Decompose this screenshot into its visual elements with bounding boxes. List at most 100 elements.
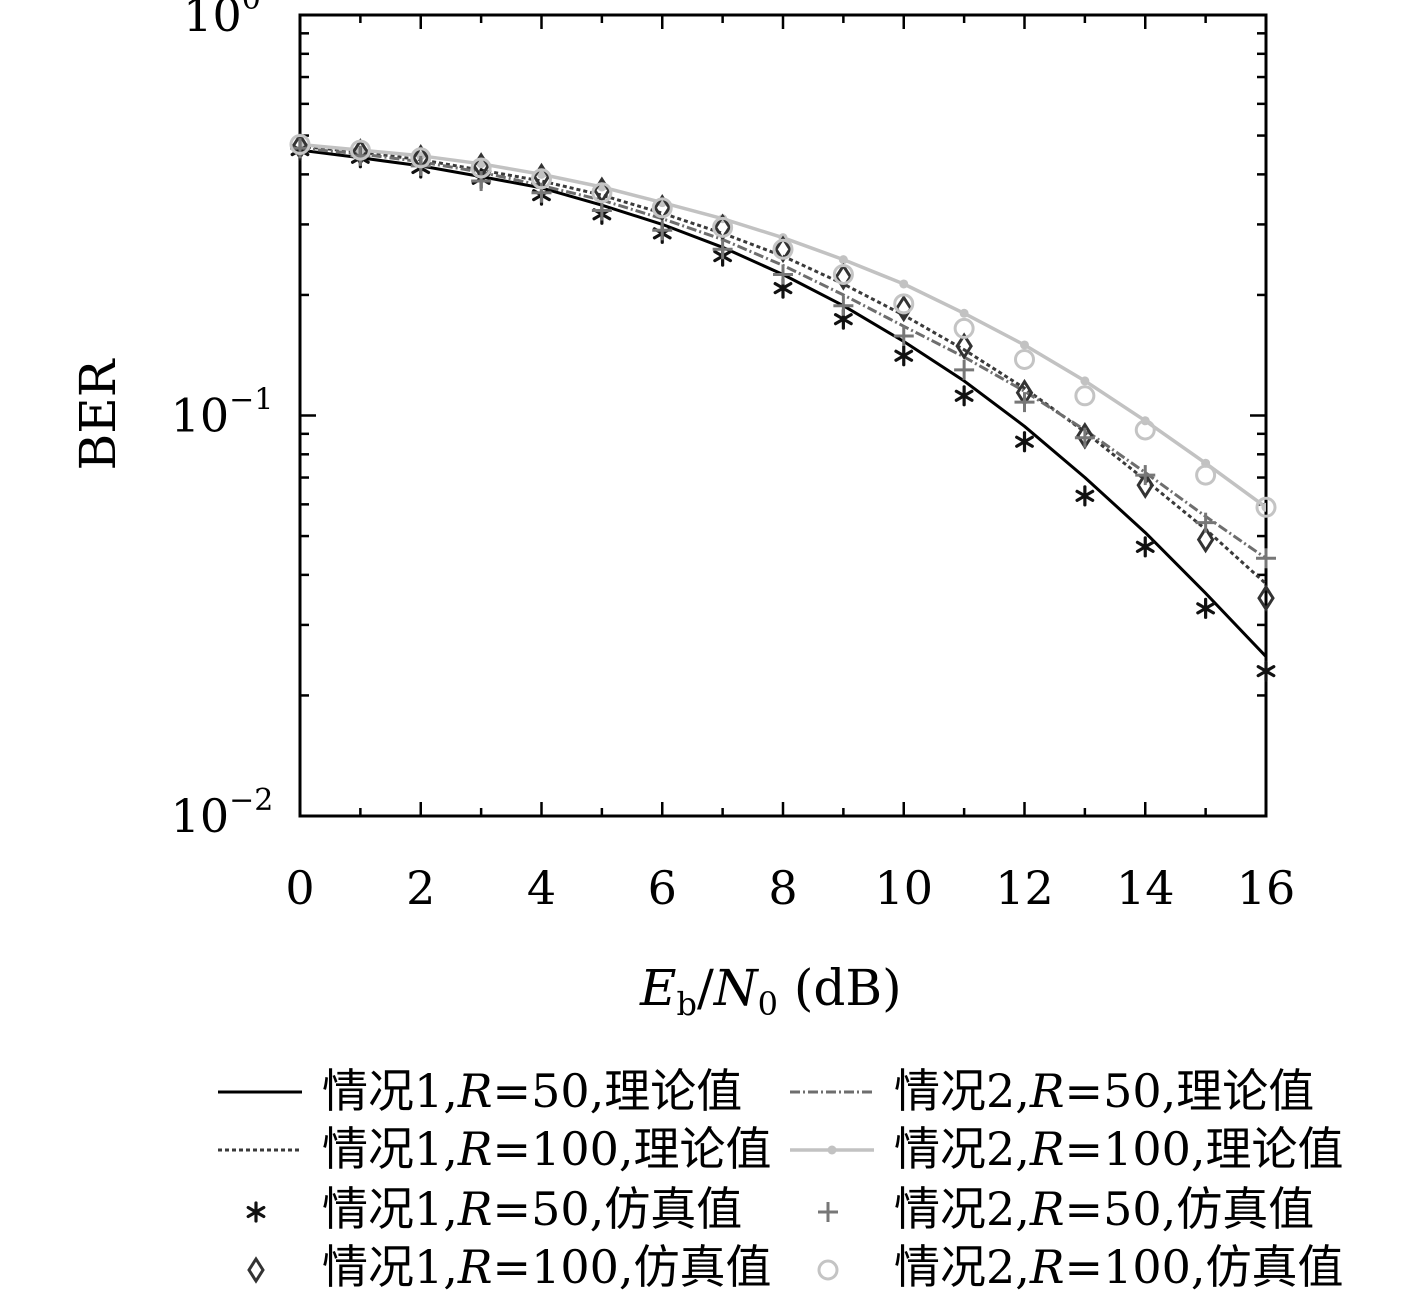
legend-label-value: =100,理论值: [493, 1122, 772, 1176]
series-marker-circle: [893, 293, 915, 315]
legend-swatch-dot: [827, 1145, 837, 1155]
legend-swatch-marker: [817, 1259, 839, 1281]
series-marker-asterisk-stroke: [1015, 435, 1034, 448]
series-marker-circle-shape: [410, 147, 432, 169]
series-marker-circle: [349, 139, 371, 161]
series-marker-asterisk-stroke: [1135, 540, 1155, 553]
series-marker-circle-shape: [651, 197, 673, 219]
series-line-6: [300, 142, 1266, 509]
series-marker-diamond: [1196, 525, 1215, 554]
legend-item: 情况1,R=50,仿真值: [246, 1182, 742, 1236]
series-marker-circle-shape: [893, 293, 915, 315]
series-marker-circle: [1074, 385, 1096, 407]
x-axis-label: Eb/N0 (dB): [639, 959, 902, 1023]
series-marker-circle: [410, 147, 432, 169]
legend-label-case: 情况1,: [322, 1240, 458, 1294]
legend-label-case: 情况1,: [322, 1064, 458, 1118]
series-marker-asterisk: [954, 385, 974, 407]
y-tick-base: 10: [171, 789, 230, 843]
legend-swatch-marker: [247, 1256, 265, 1284]
legend-label-r: R: [1029, 1122, 1065, 1176]
series-marker-diamond-shape: [894, 294, 913, 323]
series-marker-circle-shape: [531, 168, 552, 190]
series-marker-circle-shape: [1134, 419, 1156, 441]
series-marker-circle: [1134, 419, 1156, 441]
legend-label: 情况2,R=100,理论值: [894, 1122, 1344, 1176]
legend-label: 情况1,R=100,仿真值: [322, 1240, 772, 1294]
series-marker-circle-shape: [1195, 464, 1217, 486]
y-tick-base: 10: [171, 389, 230, 443]
series-layer: [300, 139, 1266, 658]
y-tick-exponent: −2: [229, 783, 273, 818]
series-marker-asterisk: [894, 345, 914, 367]
legend-label-value: =50,仿真值: [1065, 1182, 1315, 1236]
tick-marks: [298, 15, 1268, 818]
series-marker-diamond: [894, 294, 913, 323]
legend-label-r: R: [1029, 1064, 1065, 1118]
legend-label: 情况1,R=50,仿真值: [322, 1182, 742, 1236]
series-marker-plus: [954, 359, 975, 380]
series-marker-plus: [1256, 548, 1276, 569]
legend-swatch-marker-stroke: [246, 1205, 266, 1219]
x-tick-label: 10: [874, 861, 933, 915]
legend-label-value: =50,仿真值: [493, 1182, 743, 1236]
series-marker-circle: [953, 317, 975, 339]
legend-label-value: =50,理论值: [1065, 1064, 1315, 1118]
legend-swatch-marker: [818, 1202, 838, 1222]
legend-label: 情况2,R=50,理论值: [894, 1064, 1314, 1118]
series-marker-circle-shape: [1255, 496, 1277, 518]
series-marker-asterisk: [1075, 485, 1095, 507]
legend-label-value: =100,仿真值: [493, 1240, 772, 1294]
series-marker-circle: [772, 238, 794, 260]
series-marker-circle: [591, 182, 613, 204]
legend-label-case: 情况1,: [322, 1122, 458, 1176]
legend-item: 情况1,R=100,理论值: [218, 1122, 772, 1176]
series-marker-circle-shape: [289, 133, 311, 155]
series-marker-circle: [832, 263, 854, 285]
series-marker-asterisk-stroke: [833, 313, 853, 326]
series-marker-asterisk-stroke: [1256, 665, 1276, 678]
legend-item: 情况2,R=50,理论值: [790, 1064, 1314, 1118]
series-marker-asterisk-stroke: [773, 282, 793, 295]
series-marker-diamond: [955, 332, 973, 360]
legend-label-case: 情况2,: [894, 1122, 1030, 1176]
series-marker-diamond-shape: [834, 262, 853, 291]
series-marker-diamond: [774, 235, 792, 264]
x-tick-label: 4: [527, 861, 556, 915]
series-marker-diamond: [1257, 584, 1275, 612]
legend-item: 情况2,R=50,仿真值: [818, 1182, 1314, 1236]
series-marker-plus: [471, 171, 492, 192]
legend-swatch-marker-shape: [817, 1259, 839, 1281]
y-tick-label: 100: [183, 0, 261, 42]
x-tick-label: 8: [768, 861, 797, 915]
series-marker-diamond: [713, 213, 732, 242]
series-marker-asterisk-stroke: [1075, 489, 1095, 502]
legend-label-case: 情况2,: [894, 1182, 1030, 1236]
legend-label-r: R: [457, 1064, 493, 1118]
legend-swatch-marker-shape: [247, 1256, 265, 1284]
series-marker-plus: [1014, 392, 1035, 413]
series-dot: [1020, 340, 1029, 350]
series-marker-asterisk: [1256, 660, 1276, 682]
series-marker-diamond: [653, 194, 672, 222]
series-marker-circle: [289, 133, 311, 155]
series-marker-circle-shape: [591, 182, 613, 204]
series-marker-asterisk-stroke: [894, 349, 914, 362]
legend-label: 情况2,R=50,仿真值: [894, 1182, 1314, 1236]
legend-label: 情况2,R=100,仿真值: [894, 1240, 1344, 1294]
series-marker-circle: [1014, 348, 1035, 370]
legend-label-r: R: [457, 1122, 493, 1176]
series-marker-circle-shape: [470, 157, 492, 179]
y-tick-label: 10−2: [171, 783, 274, 843]
series-marker-plus: [1135, 465, 1156, 486]
y-tick-label: 10−1: [171, 383, 274, 443]
series-dot: [899, 279, 909, 289]
series-dot: [537, 169, 546, 179]
series-marker-diamond-shape: [774, 235, 792, 264]
legend-item: 情况1,R=50,理论值: [218, 1064, 742, 1118]
legend-label-r: R: [1029, 1182, 1065, 1236]
legend-label: 情况1,R=50,理论值: [322, 1064, 742, 1118]
series-marker-diamond-shape: [653, 194, 672, 222]
series-marker-circle-shape: [772, 238, 794, 260]
legend-label-value: =50,理论值: [493, 1064, 743, 1118]
